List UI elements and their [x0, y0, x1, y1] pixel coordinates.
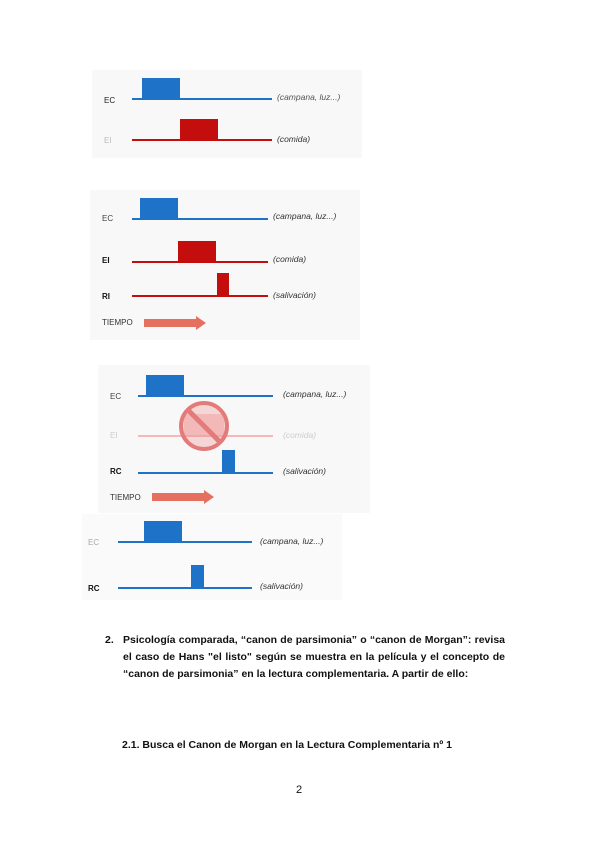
ec-label: EC [102, 214, 114, 223]
ri-label: RI [102, 292, 110, 301]
ec-line [118, 541, 252, 543]
time-arrow-body [152, 493, 204, 501]
ri-line [132, 295, 268, 297]
ec-label: EC [110, 392, 122, 401]
page-number: 2 [296, 784, 303, 796]
ec-note: (campana, luz...) [260, 536, 324, 546]
rc-note: (salivación) [283, 466, 326, 476]
ec-pulse [144, 521, 182, 543]
ri-pulse [217, 273, 229, 297]
ei-note: (comida) [273, 254, 307, 264]
diagram-2: EC (campana, luz...) EI (comida) RI (sal… [90, 190, 360, 340]
ec-note: (campana, luz...) [283, 389, 347, 399]
question-number: 2. [105, 634, 114, 646]
ri-note: (salivación) [273, 290, 316, 300]
ei-line [132, 139, 272, 141]
ec-label: EC [88, 538, 100, 547]
rc-note: (salivación) [260, 581, 303, 591]
ei-note: (comida) [277, 134, 311, 144]
rc-pulse [191, 565, 204, 589]
ei-line [132, 261, 268, 263]
question-text: Psicología comparada, “canon de parsimon… [123, 634, 505, 680]
time-label: TIEMPO [102, 318, 133, 327]
time-arrow-icon [196, 316, 206, 330]
ei-label: EI [102, 256, 110, 265]
prohibited-icon [179, 401, 229, 451]
time-arrow-icon [204, 490, 214, 504]
ec-line [132, 98, 272, 100]
ei-note: (comida) [283, 430, 317, 440]
rc-label: RC [110, 467, 122, 476]
rc-pulse [222, 450, 235, 474]
ei-pulse [178, 241, 216, 263]
ec-pulse [142, 78, 180, 100]
ei-label: EI [110, 431, 118, 440]
time-label: TIEMPO [110, 493, 141, 502]
time-arrow-body [144, 319, 196, 327]
question-2: 2. Psicología comparada, “canon de parsi… [105, 632, 505, 683]
ei-pulse [180, 119, 218, 141]
diagram-3: EC (campana, luz...) EI (comida) RC (sal… [98, 365, 370, 513]
rc-label: RC [88, 584, 100, 593]
ec-note: (campana, luz...) [277, 92, 341, 102]
ec-line [138, 395, 273, 397]
ec-pulse [140, 198, 178, 220]
ec-line [132, 218, 268, 220]
ec-pulse [146, 375, 184, 397]
diagram-4: EC (campana, luz...) RC (salivación) [82, 514, 342, 600]
ei-label: EI [104, 136, 112, 145]
rc-line [138, 472, 273, 474]
subquestion-2-1: 2.1. Busca el Canon de Morgan en la Lect… [122, 739, 453, 751]
ei-line [138, 435, 273, 437]
ec-label: EC [104, 96, 116, 105]
diagram-1: EC (campana, luz...) EI (comida) [92, 70, 362, 158]
ec-note: (campana, luz...) [273, 211, 337, 221]
rc-line [118, 587, 252, 589]
